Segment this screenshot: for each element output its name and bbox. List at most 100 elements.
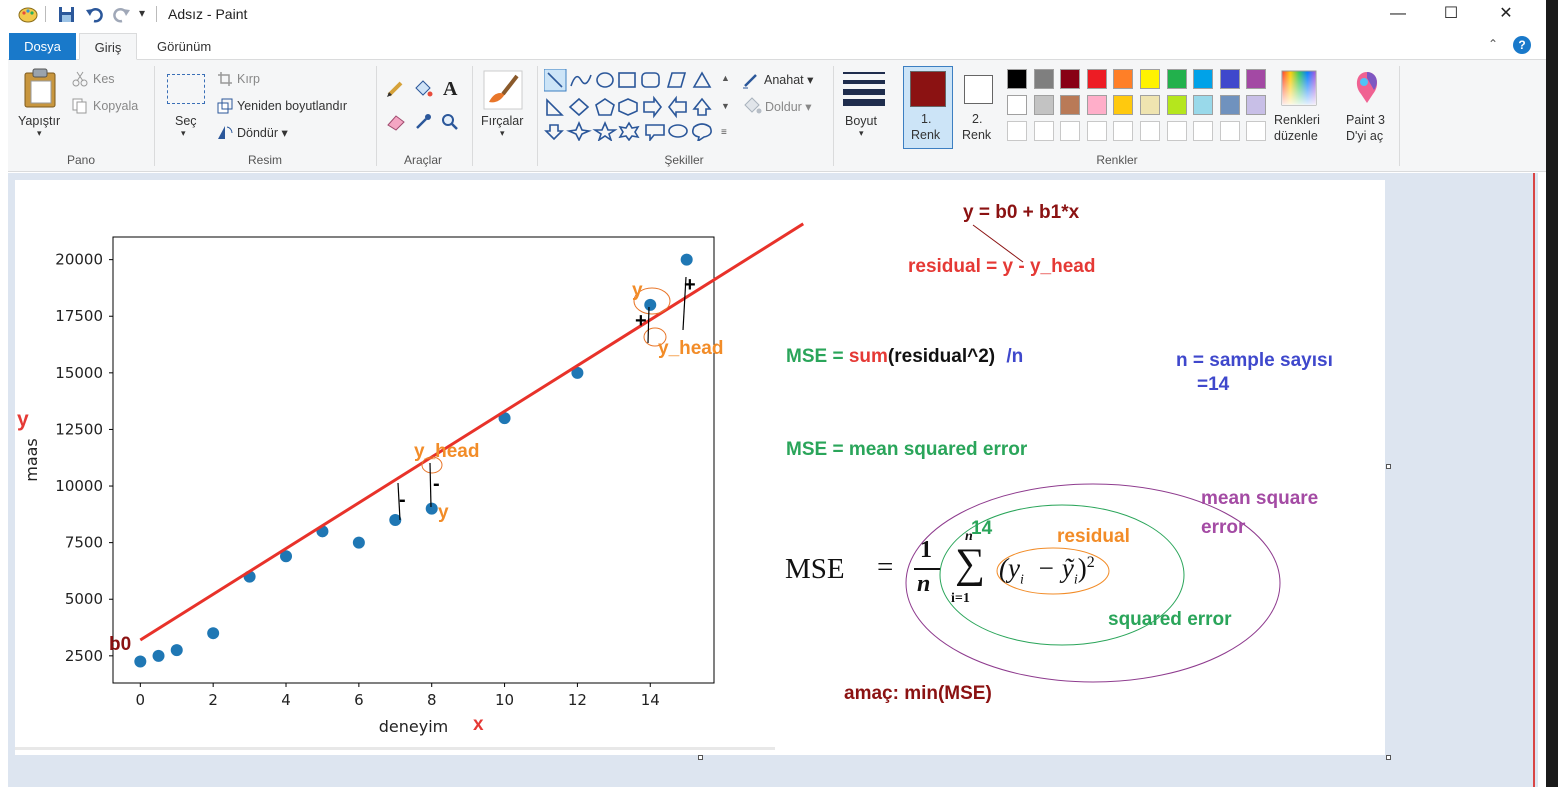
y-axis-label: maas [22,438,41,482]
palette-swatch[interactable] [1166,95,1187,115]
palette-swatch-empty[interactable] [1193,121,1214,141]
customize-quick-access-icon[interactable]: ▾ [139,6,146,20]
palette-swatch-empty[interactable] [1219,121,1240,141]
color2-swatch[interactable] [964,75,993,104]
palette-swatch-empty[interactable] [1086,121,1107,141]
tab-view[interactable]: Görünüm [157,39,212,54]
b0-label: b0 [109,634,132,655]
palette-swatch-empty[interactable] [1113,121,1134,141]
tab-home[interactable]: Giriş [79,33,137,60]
shapes-gallery[interactable]: ▲ ▼ ≡ [544,69,734,141]
palette-swatch-empty[interactable] [1246,121,1267,141]
size-label[interactable]: Boyut [845,114,877,128]
data-point [134,655,147,668]
formula-sub-i: i [1019,572,1024,588]
palette-swatch-empty[interactable] [1060,121,1081,141]
palette-swatch[interactable] [1033,69,1054,89]
x-tick-label: 14 [641,691,660,709]
close-button[interactable]: ✕ [1499,5,1513,22]
rotate-icon[interactable] [217,124,233,140]
drawing-canvas[interactable]: 0 2 4 6 8 10 12 14 2500 5000 7500 10000 12500 15000 17… [15,180,1385,755]
color1-swatch[interactable] [910,71,946,107]
palette-swatch[interactable] [1060,69,1081,89]
crop-icon[interactable] [217,71,233,87]
edit-colors-sublabel[interactable]: düzenle [1274,129,1318,143]
resize-label[interactable]: Yeniden boyutlandır [237,99,348,113]
select-icon[interactable] [167,74,205,104]
brushes-label[interactable]: Fırçalar [481,114,524,128]
redo-icon[interactable] [111,4,131,24]
edit-colors-icon[interactable] [1281,70,1317,106]
palette-swatch[interactable] [1193,95,1214,115]
tab-file[interactable]: Dosya [9,33,76,60]
formula-sum-symbol: ∑ [955,541,985,587]
color-picker-icon[interactable] [414,113,432,131]
collapse-ribbon-icon[interactable]: ⌃ [1488,37,1499,51]
palette-swatch-empty[interactable] [1140,121,1160,141]
palette-swatch[interactable] [1113,69,1134,89]
brushes-icon[interactable] [483,70,523,110]
select-dropdown-icon[interactable]: ▾ [181,128,186,138]
select-label[interactable]: Seç [175,114,197,128]
palette-swatch[interactable] [1246,95,1267,115]
palette-swatch-empty[interactable] [1166,121,1187,141]
text-tool-icon[interactable]: A [443,78,458,100]
paint3d-sublabel[interactable]: D'yi aç [1346,129,1384,143]
pencil-icon[interactable] [386,80,404,98]
palette-swatch[interactable] [1140,95,1160,115]
outline-icon[interactable] [742,71,760,89]
canvas-resize-handle-bottom[interactable] [698,755,703,760]
color2-sublabel[interactable]: Renk [962,128,992,142]
maximize-button[interactable]: ☐ [1443,5,1459,22]
palette-swatch[interactable] [1219,69,1240,89]
cut-icon[interactable] [72,71,88,87]
fill-icon[interactable] [742,97,762,115]
palette-swatch[interactable] [1060,95,1081,115]
palette-swatch[interactable] [1219,95,1240,115]
fill-label[interactable]: Doldur ▾ [765,100,812,114]
palette-swatch[interactable] [1086,95,1107,115]
palette-swatch[interactable] [1193,69,1214,89]
palette-swatch[interactable] [1166,69,1187,89]
edit-colors-label[interactable]: Renkleri [1274,113,1320,127]
palette-swatch-empty[interactable] [1007,121,1027,141]
palette-swatch[interactable] [1113,95,1134,115]
canvas-resize-handle-right[interactable] [1386,464,1391,469]
outline-label[interactable]: Anahat ▾ [764,73,814,87]
resize-icon[interactable] [217,98,233,114]
paste-label[interactable]: Yapıştır [18,114,61,128]
cut-label[interactable]: Kes [93,72,115,86]
size-icon[interactable] [843,70,885,106]
canvas-resize-handle-corner[interactable] [1386,755,1391,760]
data-point [389,513,402,526]
palette-swatch[interactable] [1086,69,1107,89]
palette-swatch-empty[interactable] [1033,121,1054,141]
fill-bucket-icon[interactable] [413,80,433,98]
paste-icon[interactable] [22,68,60,110]
palette-swatch[interactable] [1246,69,1267,89]
color1-sublabel[interactable]: Renk [911,128,941,142]
crop-label[interactable]: Kırp [237,72,260,86]
rotate-label[interactable]: Döndür ▾ [237,126,288,140]
palette-swatch[interactable] [1140,69,1160,89]
formula-yhat-sub: i [1073,572,1078,588]
help-icon[interactable]: ? [1513,36,1531,54]
size-dropdown-icon[interactable]: ▾ [859,128,864,138]
save-icon[interactable] [58,4,76,24]
undo-icon[interactable] [85,4,105,24]
palette-swatch[interactable] [1007,69,1027,89]
paint3d-icon[interactable] [1350,70,1384,106]
color1-label[interactable]: 1. [921,112,932,126]
copy-label[interactable]: Kopyala [93,99,139,113]
minimize-button[interactable]: — [1390,5,1406,22]
color2-label[interactable]: 2. [972,112,983,126]
copy-icon[interactable] [72,98,88,114]
palette-swatch[interactable] [1033,95,1054,115]
ribbon-separator [154,66,155,166]
palette-swatch[interactable] [1007,95,1027,115]
magnifier-icon[interactable] [441,113,459,131]
paint3d-label[interactable]: Paint 3 [1346,113,1385,127]
paste-dropdown-icon[interactable]: ▾ [37,128,42,138]
eraser-icon[interactable] [386,113,406,131]
brushes-dropdown-icon[interactable]: ▾ [500,128,505,138]
